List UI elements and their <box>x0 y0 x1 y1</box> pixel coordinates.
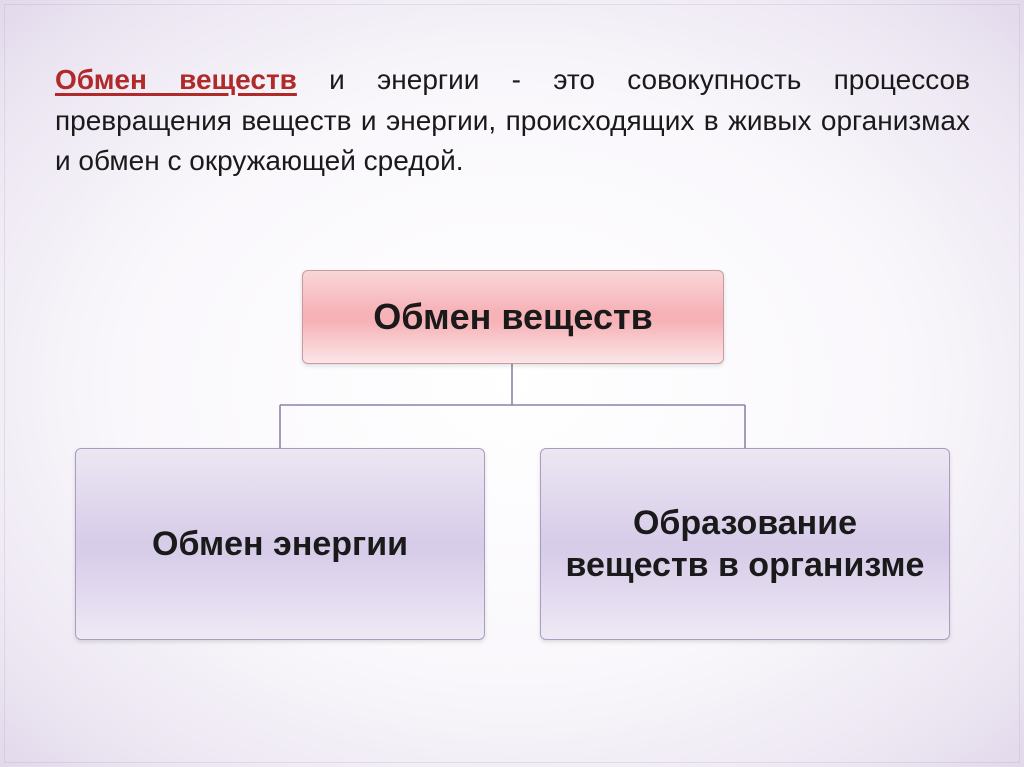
tree-child-energy: Обмен энергии <box>75 448 485 640</box>
tree-root-node: Обмен веществ <box>302 270 724 364</box>
tree-child-formation: Образование веществ в организме <box>540 448 950 640</box>
metabolism-tree-diagram: Обмен веществ Обмен энергии Образование … <box>0 260 1024 730</box>
definition-paragraph: Обмен веществ и энергии - это совокупнос… <box>55 60 970 182</box>
definition-term: Обмен веществ <box>55 64 297 95</box>
tree-child-energy-label: Обмен энергии <box>152 523 408 566</box>
tree-child-formation-label: Образование веществ в организме <box>561 502 929 587</box>
tree-root-label: Обмен веществ <box>373 296 653 338</box>
